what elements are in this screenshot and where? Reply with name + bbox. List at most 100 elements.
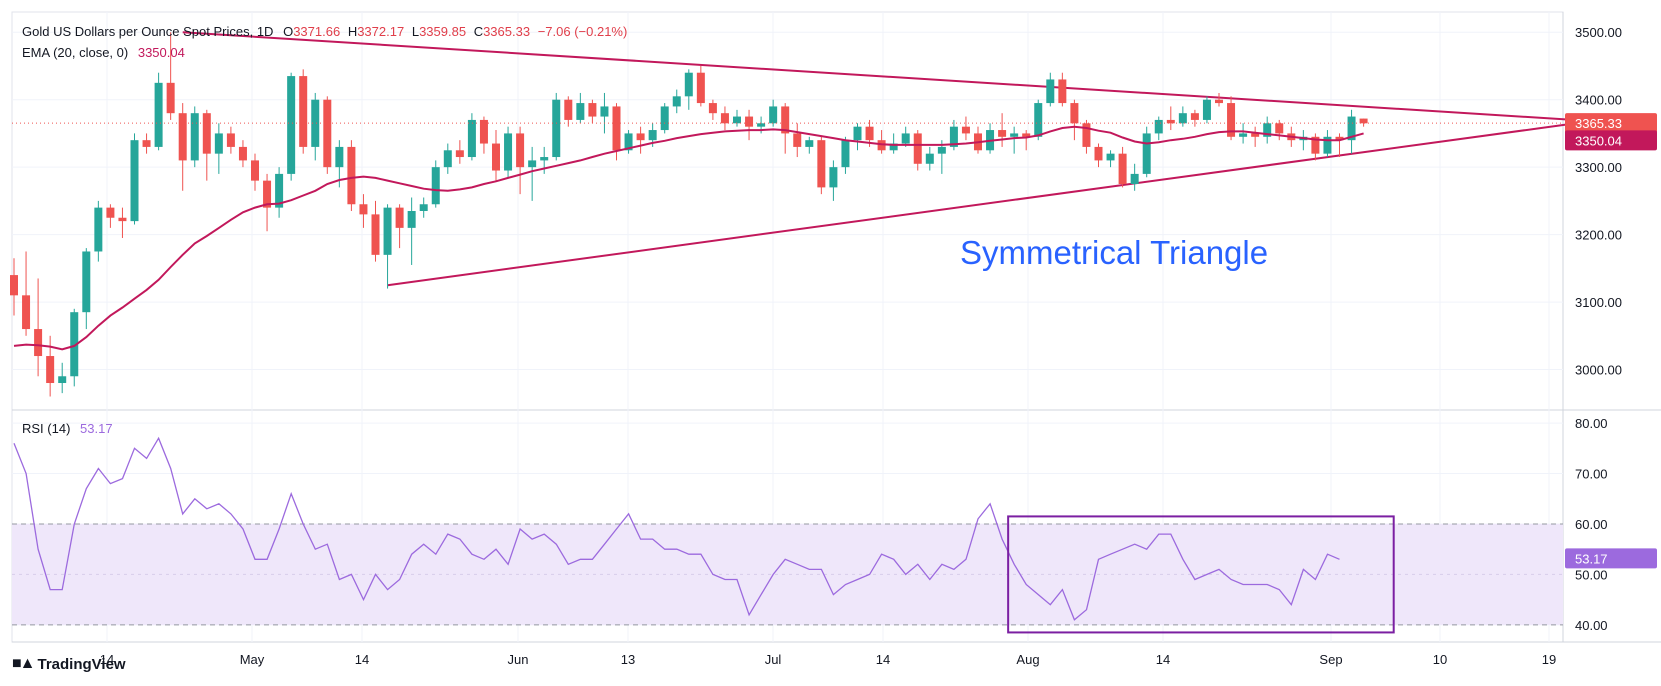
candle bbox=[1046, 72, 1055, 107]
candle bbox=[1263, 116, 1272, 144]
open-label: O bbox=[283, 24, 294, 39]
candle-body bbox=[793, 133, 802, 147]
candle bbox=[1323, 130, 1332, 158]
time-tick-label: Aug bbox=[1016, 652, 1039, 667]
price-tick-label: 3400.00 bbox=[1575, 93, 1622, 108]
candle-body bbox=[443, 150, 452, 168]
candle bbox=[467, 113, 476, 161]
candle bbox=[588, 99, 597, 124]
candle bbox=[1178, 106, 1187, 127]
low-value: 3359.85 bbox=[419, 24, 467, 39]
candle-body bbox=[757, 123, 766, 127]
candle bbox=[1118, 146, 1127, 188]
candle-body bbox=[34, 329, 43, 357]
time-tick-label: 19 bbox=[1542, 652, 1556, 667]
candle-body bbox=[564, 99, 573, 120]
candle bbox=[70, 308, 79, 387]
rsi-value-tag-text: 53.17 bbox=[1575, 551, 1608, 566]
candle-body bbox=[1311, 136, 1320, 154]
time-tick-label: 13 bbox=[621, 652, 635, 667]
candle-body bbox=[275, 173, 284, 208]
candle bbox=[1142, 126, 1151, 178]
candle-body bbox=[118, 217, 127, 222]
candle bbox=[1094, 143, 1103, 168]
candle-body bbox=[745, 116, 754, 127]
candle bbox=[431, 160, 440, 208]
candle bbox=[1010, 126, 1019, 154]
candle bbox=[190, 106, 199, 168]
candle bbox=[323, 96, 332, 174]
candle bbox=[214, 123, 223, 174]
candle-body bbox=[1118, 153, 1127, 185]
symbol-title: Gold US Dollars per Ounce Spot Prices, 1… bbox=[22, 24, 274, 39]
time-axis[interactable]: 14 May 14 Jun 13 Jul 14 Aug 14 Sep 10 19 bbox=[100, 652, 1556, 667]
candle bbox=[624, 130, 633, 154]
price-tick-label: 3100.00 bbox=[1575, 295, 1622, 310]
candle-body bbox=[1239, 133, 1248, 137]
last-price-tag: 3365.33 bbox=[1565, 113, 1657, 134]
candle-body bbox=[226, 133, 235, 147]
candle bbox=[805, 136, 814, 154]
candle-body bbox=[1227, 103, 1236, 137]
candle bbox=[311, 92, 320, 161]
candle-body bbox=[552, 99, 561, 158]
candle bbox=[58, 362, 67, 394]
candle-body bbox=[1359, 118, 1368, 124]
ema-price-tag: 3350.04 bbox=[1565, 130, 1657, 151]
candle-series[interactable] bbox=[10, 32, 1368, 397]
candle-body bbox=[720, 113, 729, 124]
candle-body bbox=[1263, 123, 1272, 137]
candle bbox=[1299, 130, 1308, 151]
price-axis[interactable]: 3500.00 3400.00 3300.00 3200.00 3100.00 3000.… bbox=[1565, 25, 1657, 633]
candle bbox=[781, 103, 790, 154]
trendline-upper bbox=[182, 31, 1617, 124]
candle bbox=[1335, 133, 1344, 158]
candle bbox=[974, 126, 982, 154]
high-label: H bbox=[347, 24, 358, 39]
candle bbox=[226, 126, 235, 154]
candle-body bbox=[998, 130, 1007, 137]
candle-body bbox=[347, 146, 356, 205]
candle bbox=[961, 116, 970, 141]
candle bbox=[479, 116, 488, 154]
candle bbox=[1359, 118, 1368, 127]
candle bbox=[877, 130, 886, 154]
candle-body bbox=[335, 146, 344, 168]
candle-body bbox=[696, 72, 705, 104]
candle bbox=[1215, 92, 1223, 107]
candle bbox=[636, 126, 645, 154]
candle-body bbox=[1275, 123, 1284, 134]
ema-legend[interactable]: EMA (20, close, 0) 3350.04 bbox=[22, 45, 185, 60]
rsi-tick-label: 70.00 bbox=[1575, 467, 1608, 482]
price-tick-label: 3300.00 bbox=[1575, 160, 1622, 175]
candle-body bbox=[1046, 79, 1055, 104]
ema-label: EMA (20, close, 0) bbox=[22, 45, 129, 60]
candle-body bbox=[467, 119, 476, 158]
open-value: 3371.66 bbox=[293, 24, 341, 39]
candle bbox=[1239, 123, 1248, 144]
time-tick-label: May bbox=[240, 652, 265, 667]
candle bbox=[94, 200, 103, 262]
rsi-legend[interactable]: RSI (14) 53.17 bbox=[22, 421, 113, 436]
candle bbox=[154, 72, 163, 151]
candle-body bbox=[1202, 99, 1211, 120]
candle bbox=[745, 109, 754, 141]
candle bbox=[1070, 99, 1079, 141]
candle-body bbox=[949, 126, 958, 147]
candle-body bbox=[660, 106, 669, 131]
rsi-highlight-box bbox=[1007, 515, 1395, 634]
candle-body bbox=[805, 140, 814, 147]
candle-body bbox=[10, 275, 18, 296]
tradingview-logo[interactable]: ■▲ TradingView bbox=[12, 655, 126, 673]
candle-body bbox=[1335, 136, 1344, 141]
candle-body bbox=[311, 99, 320, 147]
candle bbox=[1130, 163, 1139, 191]
candle-body bbox=[238, 146, 247, 161]
ema-price-tag-bg bbox=[1565, 130, 1657, 151]
candle-body bbox=[1154, 119, 1163, 134]
candle-body bbox=[70, 312, 79, 377]
candle bbox=[118, 207, 127, 238]
candle bbox=[708, 99, 717, 120]
time-tick-label: 14 bbox=[1156, 652, 1170, 667]
candle-body bbox=[961, 126, 970, 134]
